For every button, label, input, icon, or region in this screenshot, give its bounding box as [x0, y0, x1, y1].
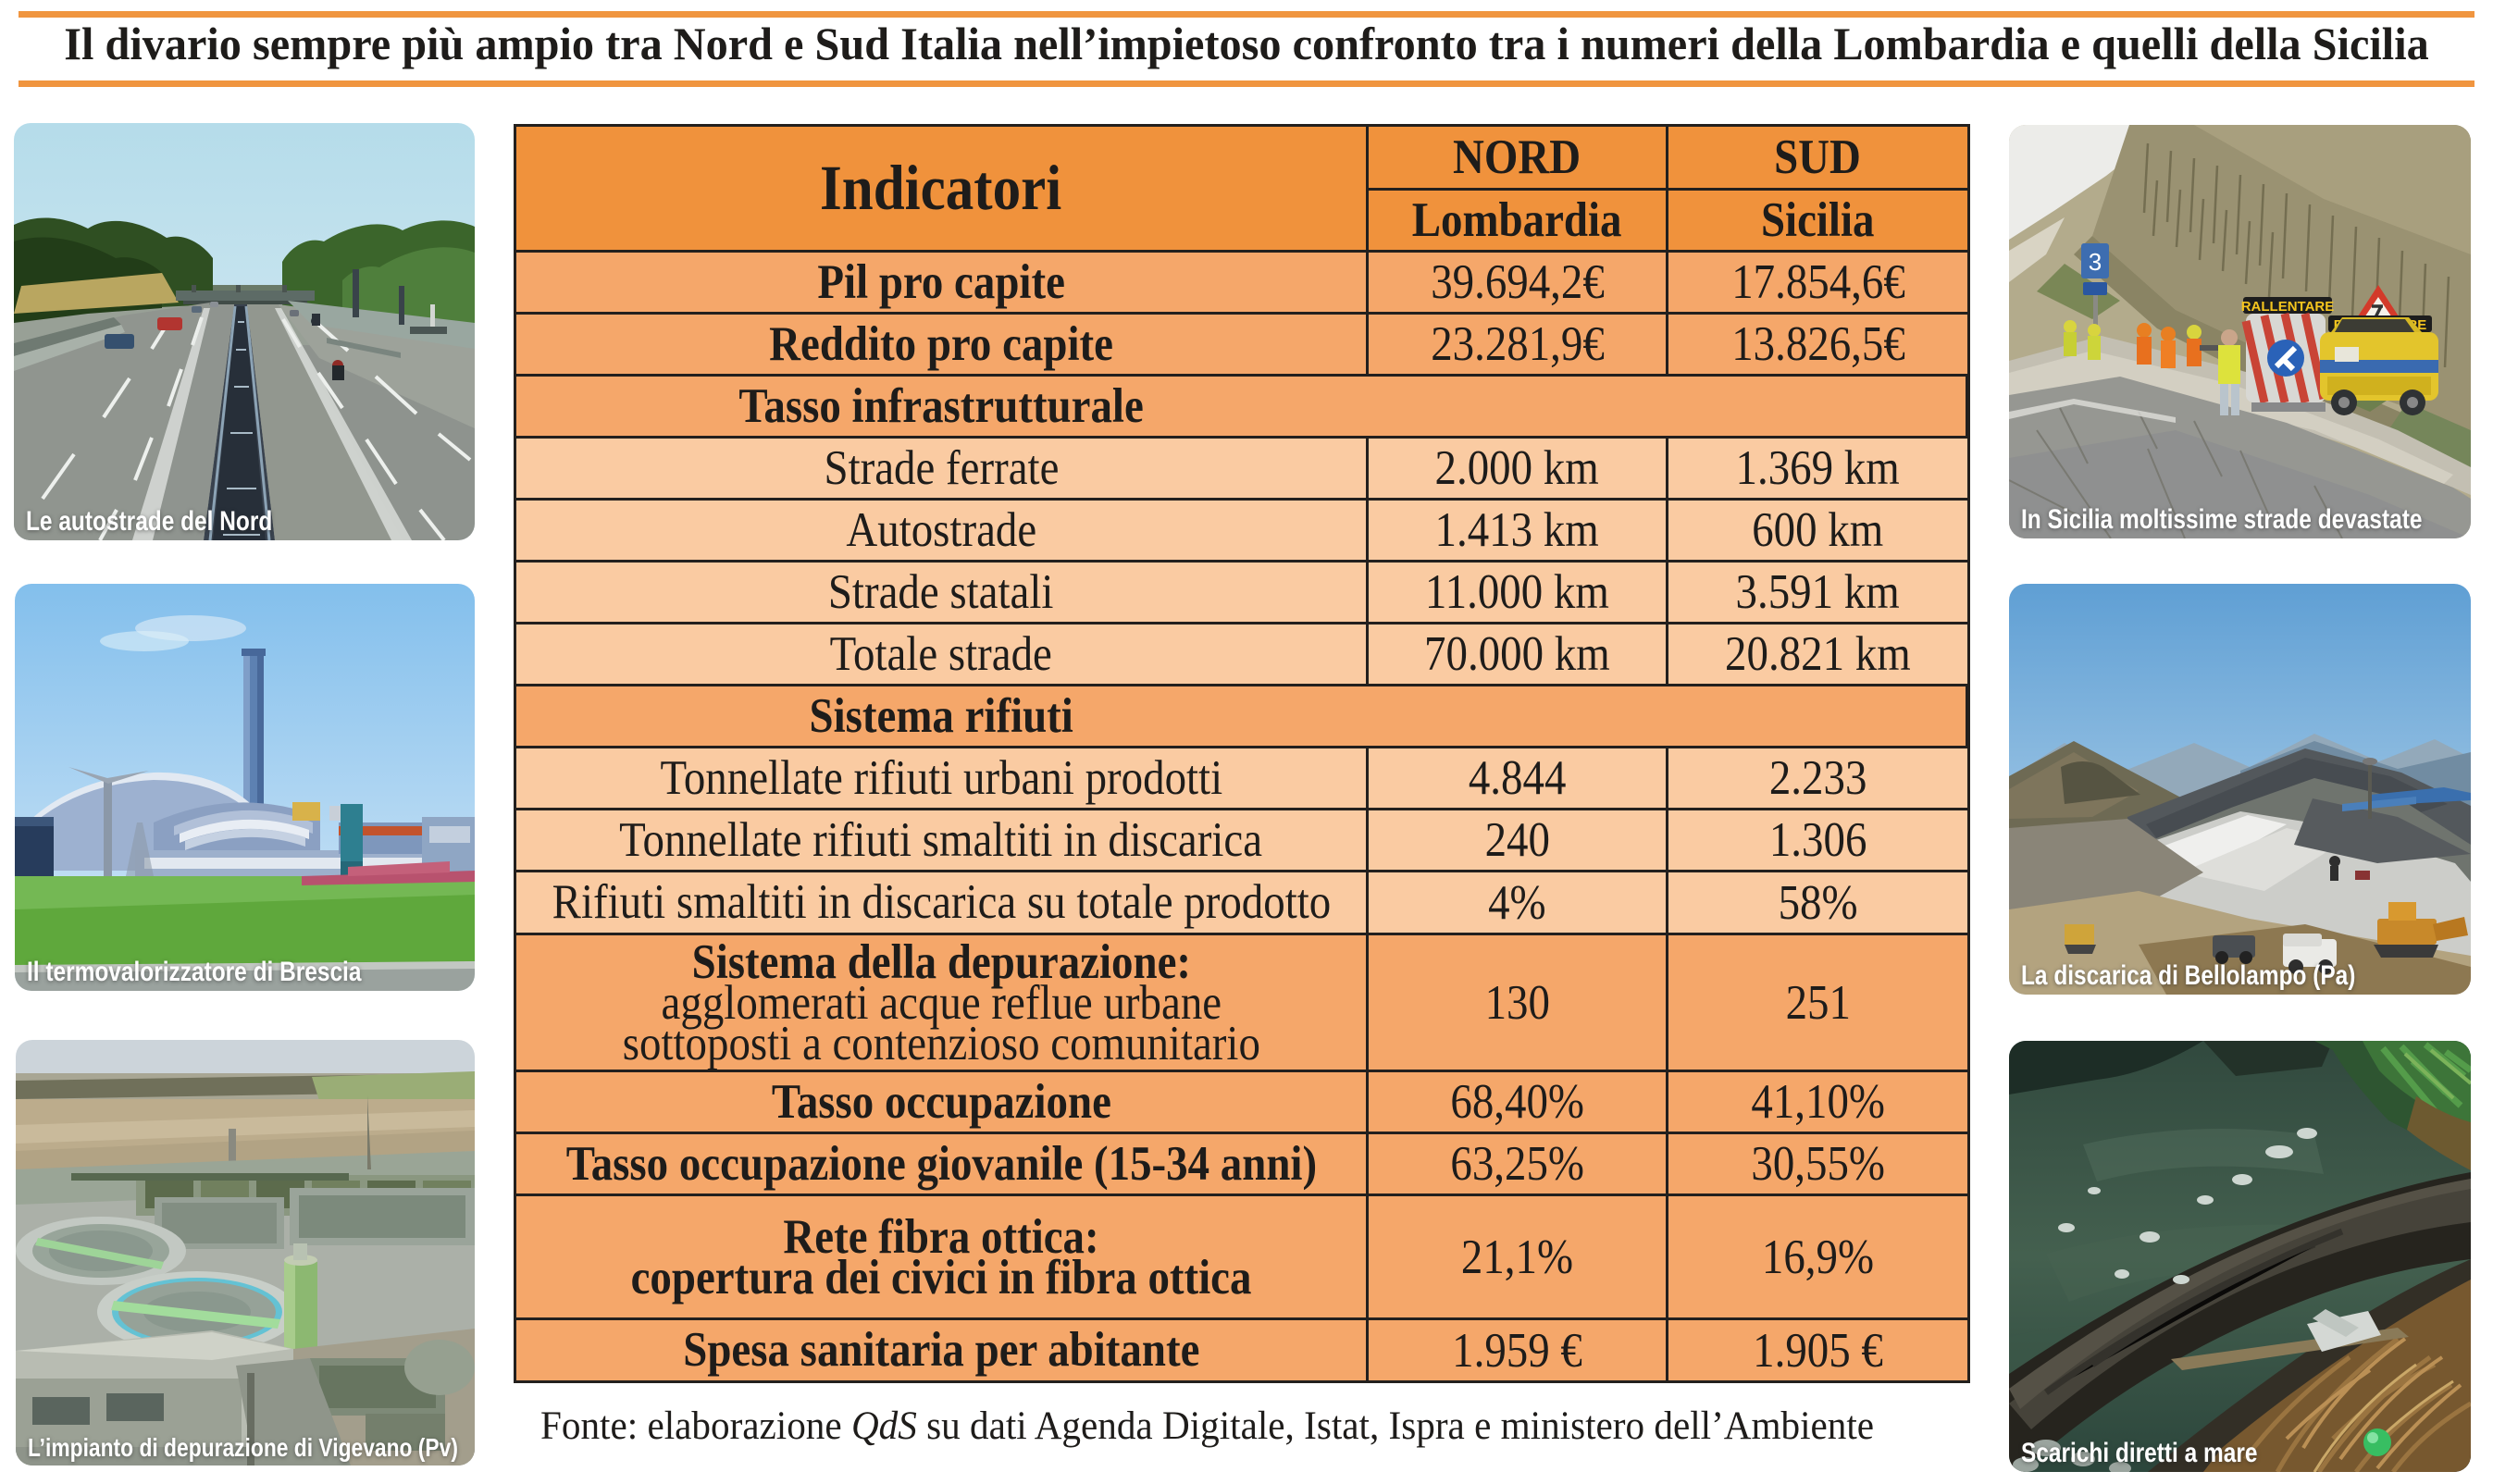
svg-text:RALLENTARE: RALLENTARE — [2241, 299, 2335, 315]
svg-text:3: 3 — [2089, 248, 2102, 276]
